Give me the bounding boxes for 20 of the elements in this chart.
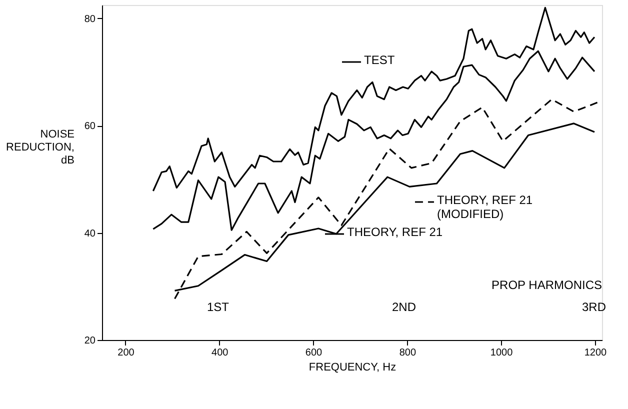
annotation: 2ND (392, 300, 416, 314)
annotation: 1ST (207, 300, 230, 314)
line-series (152, 6, 596, 192)
x-tick-label: 800 (399, 348, 416, 358)
annotation: PROP HARMONICS (492, 278, 602, 292)
y-tick-label: 40 (84, 228, 96, 240)
legend-label: TEST (364, 53, 396, 67)
legend-label: THEORY, REF 21 (347, 225, 443, 239)
annotation: 3RD (582, 300, 606, 314)
x-tick-label: 1200 (584, 348, 608, 358)
x-tick-label: 400 (212, 348, 229, 358)
x-tick-label: 1000 (490, 348, 514, 358)
y-tick-label: 80 (84, 14, 96, 25)
x-tick-label: 200 (118, 348, 135, 358)
y-tick-label: 20 (84, 336, 96, 346)
y-axis-title: NOISE REDUCTION, dB (6, 128, 74, 166)
x-axis-title: FREQUENCY, Hz (308, 362, 396, 374)
x-tick-label: 600 (305, 348, 323, 358)
y-tick-label: 60 (84, 121, 96, 132)
legend-label: THEORY, REF 21 (MODIFIED) (437, 193, 533, 221)
